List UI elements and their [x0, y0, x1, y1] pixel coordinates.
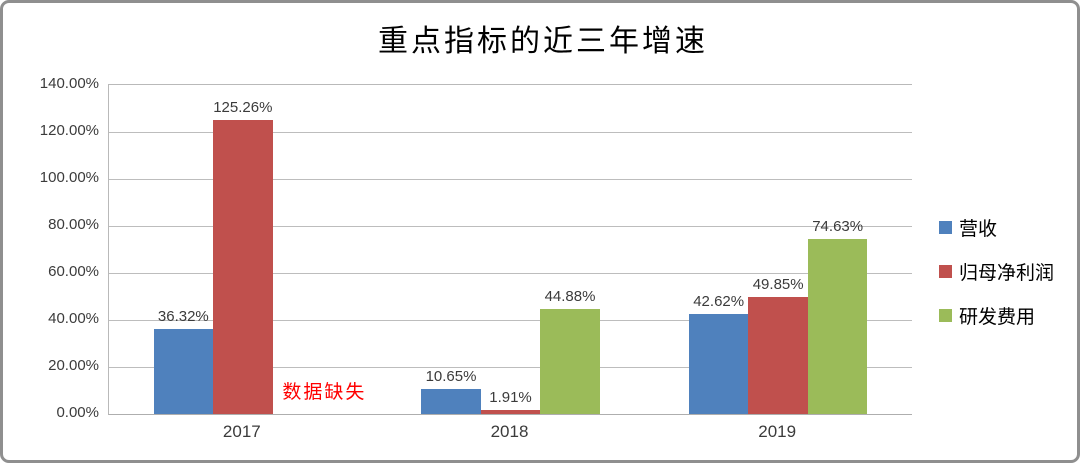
chart-title: 重点指标的近三年增速: [378, 24, 708, 59]
y-axis-tick-label: 20.00%: [48, 357, 99, 374]
legend-item-rd-expense: 研发费用: [939, 302, 1054, 329]
bar-net-profit-2018: [480, 409, 541, 414]
legend-swatch-net-profit-icon: [939, 265, 952, 278]
y-axis-tick-label: 0.00%: [56, 404, 99, 421]
gridline: [109, 273, 912, 274]
legend-label: 归母净利润: [959, 262, 1055, 284]
x-axis-category-label: 2018: [490, 422, 529, 441]
y-axis-tick-label: 40.00%: [48, 310, 99, 327]
y-axis-tick-label: 80.00%: [48, 216, 99, 233]
legend-label: 研发费用: [959, 306, 1036, 328]
value-label-rd-expense-2018: 44.88%: [544, 287, 596, 305]
legend-swatch-revenue-icon: [939, 221, 952, 234]
gridline: [109, 367, 912, 368]
plot-area: 36.32% 10.65% 42.62% 125.26% 1.91% 49.85% 数据缺失…: [108, 84, 912, 415]
bar-revenue-2018: [421, 388, 481, 414]
legend-item-revenue: 营收: [939, 214, 1054, 241]
value-label-revenue-2017: 36.32%: [157, 307, 209, 325]
gridline: [109, 179, 912, 180]
value-label-revenue-2018: 10.65%: [425, 367, 477, 385]
value-label-net-profit-2017: 125.26%: [213, 98, 273, 116]
bar-rd-expense-2018: [540, 308, 600, 414]
bar-rd-expense-2019: [807, 238, 868, 414]
missing-data-note: 数据缺失: [282, 381, 367, 403]
value-label-revenue-2019: 42.62%: [693, 292, 745, 310]
gridline: [109, 226, 912, 227]
legend-swatch-rd-expense-icon: [939, 309, 952, 322]
y-axis-tick-label: 140.00%: [39, 75, 99, 92]
value-label-net-profit-2018: 1.91%: [489, 388, 532, 406]
legend-label: 营收: [959, 218, 998, 240]
value-label-rd-expense-2019: 74.63%: [812, 217, 864, 235]
bar-net-profit-2019: [748, 296, 808, 414]
legend: 营收归母净利润研发费用: [939, 214, 1054, 346]
y-axis-tick-label: 100.00%: [39, 169, 99, 186]
value-label-net-profit-2019: 49.85%: [752, 275, 804, 293]
bar-revenue-2017: [153, 328, 214, 414]
bar-revenue-2019: [688, 313, 749, 414]
x-axis-category-label: 2017: [222, 422, 261, 441]
x-axis-category-label: 2019: [758, 422, 797, 441]
legend-item-net-profit: 归母净利润: [939, 258, 1054, 285]
y-axis-tick-label: 60.00%: [48, 263, 99, 280]
bar-net-profit-2017: [213, 119, 273, 414]
y-axis-tick-label: 120.00%: [39, 122, 99, 139]
gridline: [109, 132, 912, 133]
gridline: [109, 320, 912, 321]
